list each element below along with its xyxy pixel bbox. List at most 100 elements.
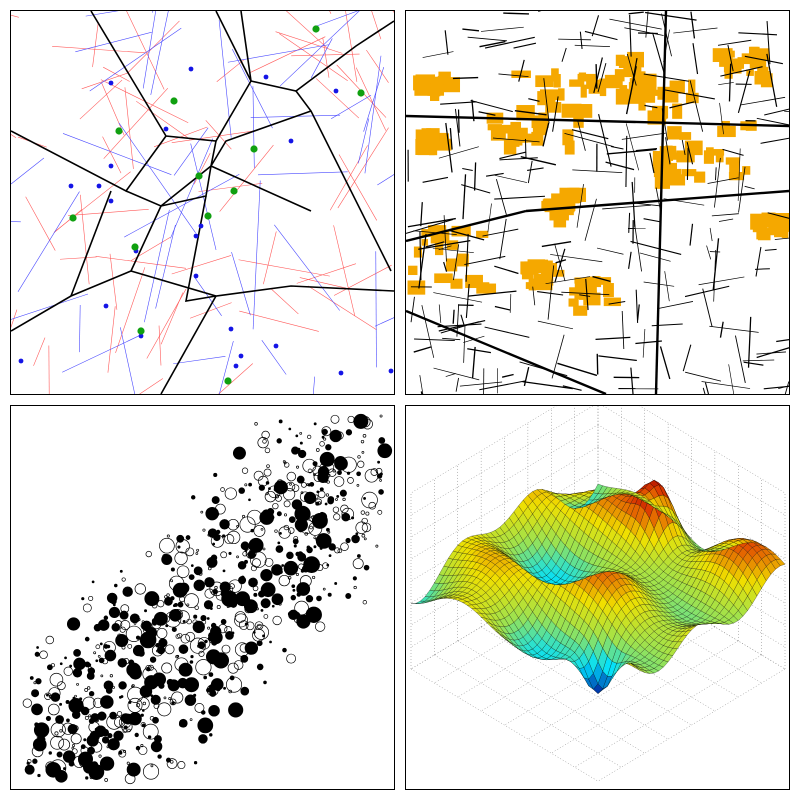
red-network-edge bbox=[333, 264, 392, 296]
filled-circle bbox=[139, 685, 153, 698]
street-segment bbox=[625, 135, 628, 188]
outline-circle bbox=[299, 575, 312, 587]
filled-circle bbox=[292, 538, 299, 545]
street-segment bbox=[766, 21, 771, 65]
outline-circle bbox=[256, 607, 259, 611]
highlight-block bbox=[646, 89, 662, 96]
filled-circle bbox=[93, 623, 102, 632]
filled-circle bbox=[377, 443, 393, 459]
outline-circle bbox=[264, 516, 268, 519]
highlight-block bbox=[580, 84, 587, 98]
green-point bbox=[195, 172, 203, 180]
filled-circle bbox=[90, 761, 99, 769]
street-segment bbox=[608, 300, 626, 305]
street-segment bbox=[707, 177, 739, 184]
blue-point bbox=[228, 326, 234, 332]
filled-circle bbox=[313, 545, 317, 549]
highlight-block bbox=[669, 80, 685, 94]
outline-circle bbox=[332, 506, 340, 513]
blue-network-edge bbox=[331, 94, 372, 120]
street-segment bbox=[747, 316, 752, 368]
filled-circle bbox=[296, 592, 302, 597]
filled-circle bbox=[37, 735, 46, 744]
outline-circle bbox=[296, 465, 300, 469]
green-points bbox=[69, 25, 365, 385]
outline-circle bbox=[216, 604, 221, 609]
filled-circle bbox=[198, 734, 208, 744]
highlight-block bbox=[672, 103, 683, 119]
highlight-block bbox=[450, 278, 463, 289]
red-network-edge bbox=[193, 152, 211, 185]
filled-circle bbox=[252, 630, 256, 634]
floor-gridline bbox=[434, 654, 622, 768]
filled-circle bbox=[59, 662, 63, 666]
filled-circle bbox=[192, 620, 205, 634]
red-network-edge bbox=[139, 378, 164, 394]
street-segment bbox=[445, 373, 456, 377]
filled-circle bbox=[114, 583, 118, 588]
street-segment bbox=[659, 346, 671, 380]
voronoi-diagram-panel bbox=[10, 10, 395, 395]
filled-circle bbox=[37, 773, 41, 778]
red-network-edge bbox=[322, 37, 330, 78]
outline-circle bbox=[313, 536, 317, 540]
outline-circle bbox=[319, 464, 325, 469]
street-segment bbox=[554, 243, 566, 282]
outline-circle bbox=[314, 494, 319, 499]
filled-circle bbox=[167, 679, 180, 692]
red-network-edge bbox=[218, 363, 253, 394]
highlight-block bbox=[599, 83, 607, 97]
filled-circle bbox=[351, 516, 355, 520]
filled-circle bbox=[206, 556, 218, 568]
street-segment bbox=[480, 26, 524, 32]
highlight-block bbox=[575, 104, 593, 118]
filled-circle bbox=[119, 610, 129, 620]
filled-circle bbox=[63, 767, 66, 771]
filled-circle bbox=[326, 563, 330, 567]
outline-circle bbox=[218, 623, 228, 634]
highlight-block bbox=[588, 87, 605, 94]
filled-circle bbox=[31, 689, 40, 698]
filled-circle bbox=[315, 533, 332, 549]
street-segment bbox=[413, 346, 432, 353]
red-network-edge bbox=[126, 11, 165, 90]
green-point bbox=[250, 145, 258, 153]
outline-circle bbox=[286, 653, 297, 664]
street-segment bbox=[527, 167, 544, 172]
street-segment bbox=[552, 96, 559, 132]
red-network-edge bbox=[275, 31, 343, 54]
blue-network-edge bbox=[358, 118, 370, 164]
filled-circle bbox=[99, 642, 103, 646]
highlight-block bbox=[596, 277, 612, 285]
blue-network-edge bbox=[375, 251, 377, 368]
outline-circle bbox=[145, 550, 152, 558]
outline-circle bbox=[149, 675, 153, 679]
outline-circle bbox=[253, 624, 269, 640]
filled-circle bbox=[161, 553, 173, 565]
filled-circle bbox=[212, 652, 230, 669]
street-segment bbox=[448, 229, 485, 241]
floor-gridline bbox=[410, 668, 599, 782]
street-segment bbox=[545, 276, 591, 284]
outline-circle bbox=[317, 490, 326, 499]
highlight-block bbox=[712, 149, 725, 156]
outline-circle bbox=[142, 723, 159, 740]
surface-plot-panel bbox=[405, 405, 790, 790]
red-network-edge bbox=[158, 325, 162, 366]
filled-circle bbox=[326, 527, 330, 532]
outline-circle bbox=[202, 528, 206, 532]
highlight-block bbox=[562, 129, 574, 146]
outline-circle bbox=[220, 551, 228, 559]
filled-circle bbox=[271, 604, 275, 608]
outline-circle bbox=[159, 537, 175, 554]
street-segment bbox=[422, 176, 449, 183]
outline-circle bbox=[325, 493, 330, 497]
blue-point bbox=[103, 303, 109, 309]
filled-circle bbox=[288, 516, 296, 523]
filled-circle bbox=[103, 680, 114, 691]
red-network-edge bbox=[189, 302, 232, 319]
outline-circle bbox=[179, 596, 186, 603]
red-network-edge bbox=[80, 194, 90, 285]
highlight-block bbox=[604, 74, 625, 82]
street-segment bbox=[595, 336, 631, 341]
